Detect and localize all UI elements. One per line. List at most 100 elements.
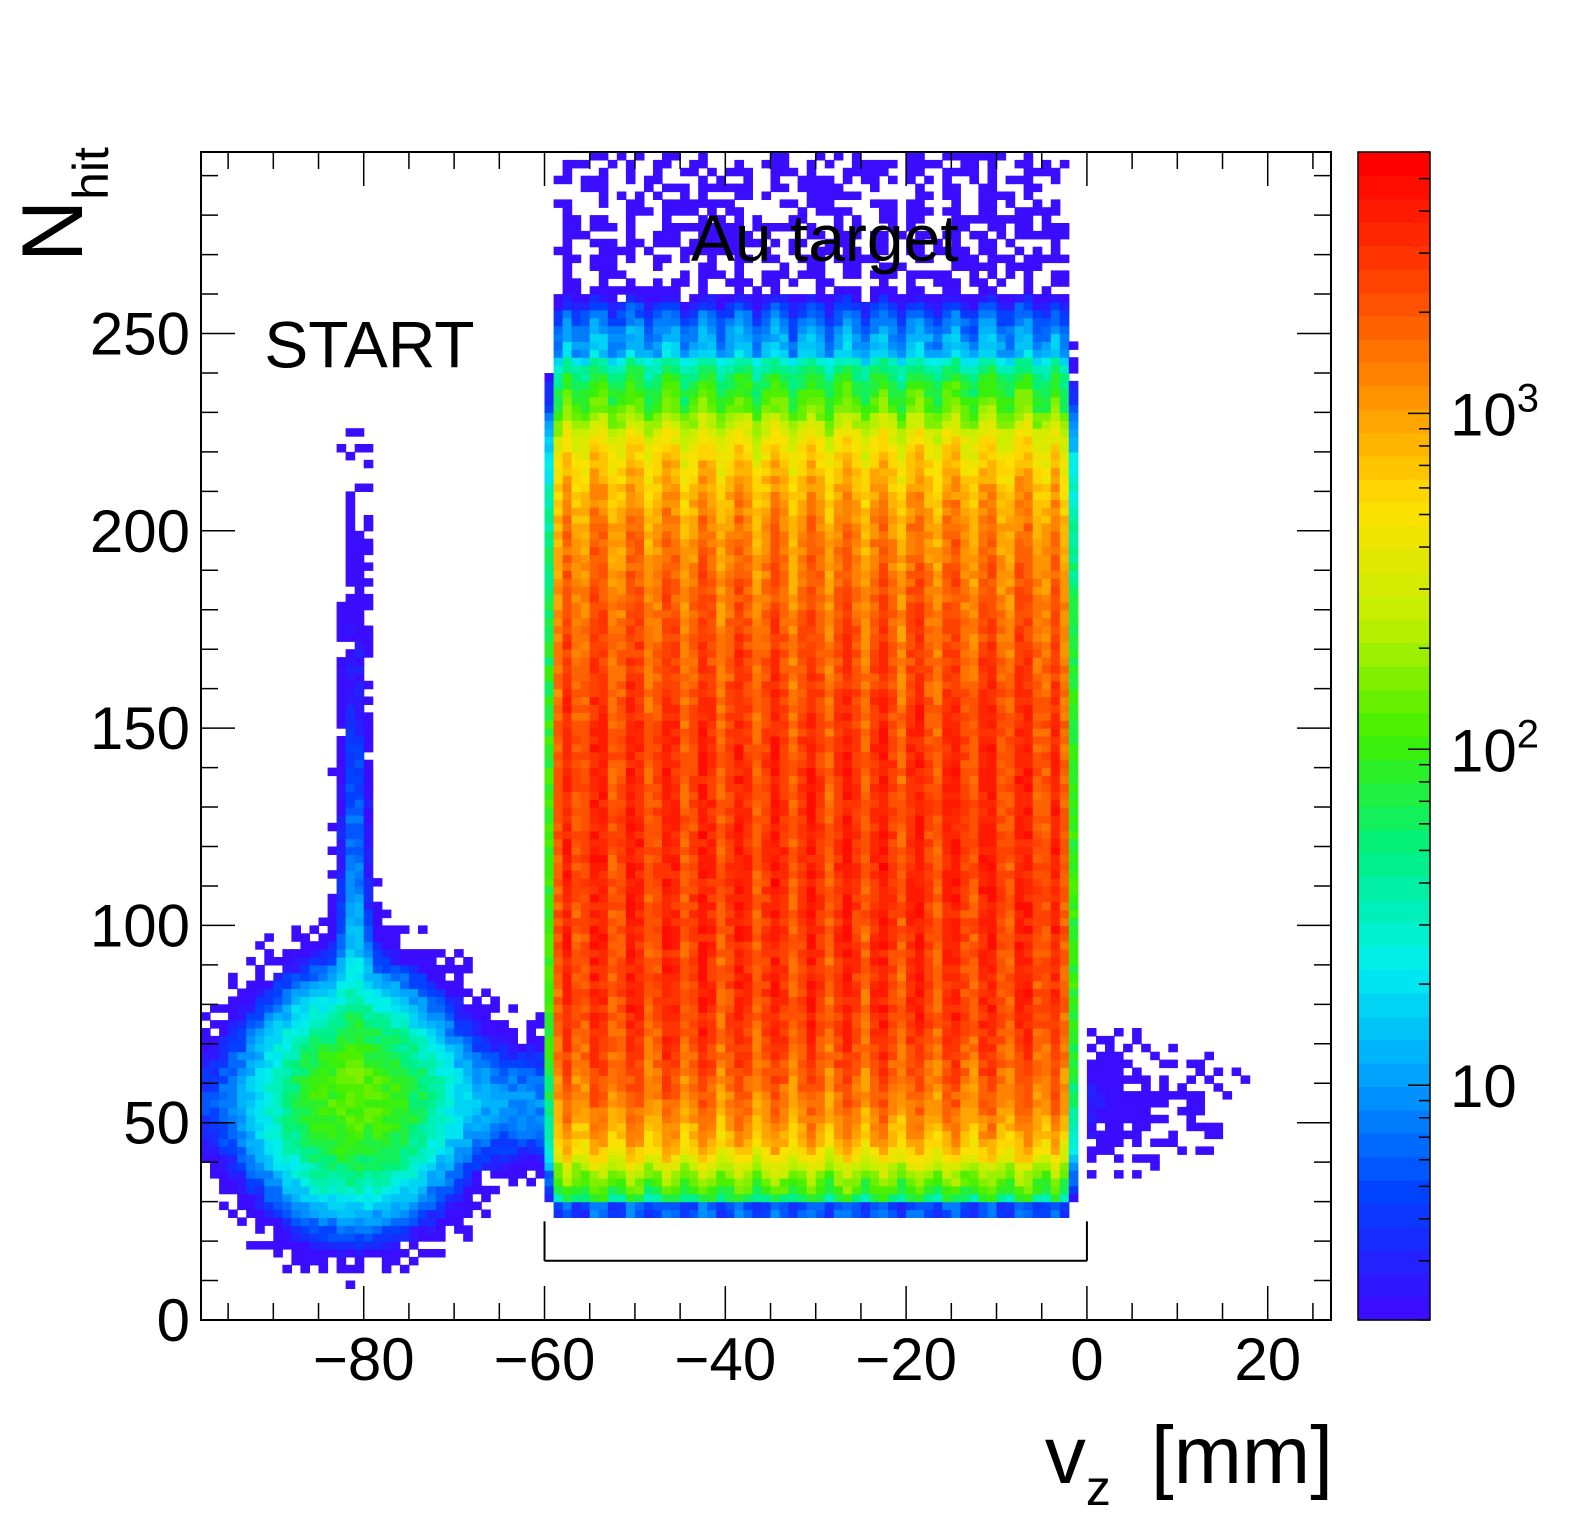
heatmap-cell	[381, 1170, 392, 1179]
heatmap-cell	[625, 1051, 636, 1061]
heatmap-cell	[589, 846, 600, 855]
heatmap-cell	[671, 767, 681, 777]
heatmap-cell	[264, 1209, 274, 1218]
heatmap-cell	[680, 925, 690, 934]
heatmap-cell	[571, 609, 582, 619]
heatmap-cell	[680, 641, 690, 650]
heatmap-cell	[616, 420, 627, 429]
heatmap-cell	[598, 420, 609, 429]
heatmap-cell	[318, 1154, 329, 1163]
heatmap-cell	[625, 341, 636, 350]
heatmap-cell	[707, 1146, 717, 1155]
heatmap-cell	[372, 1185, 383, 1195]
heatmap-cell	[698, 1138, 708, 1147]
heatmap-cell	[734, 1099, 744, 1108]
heatmap-cell	[589, 1020, 600, 1029]
heatmap-cell	[562, 483, 573, 492]
heatmap-cell	[336, 925, 347, 934]
heatmap-cell	[345, 775, 356, 784]
heatmap-cell	[752, 593, 762, 603]
heatmap-cell	[725, 1043, 735, 1053]
heatmap-cell	[327, 972, 338, 982]
heatmap-cell	[363, 736, 374, 745]
heatmap-cell	[354, 933, 365, 942]
heatmap-cell	[680, 909, 690, 919]
heatmap-cell	[372, 1217, 383, 1226]
heatmap-cell	[454, 1028, 464, 1037]
heatmap-cell	[246, 1067, 256, 1076]
heatmap-cell	[345, 893, 356, 903]
heatmap-cell	[589, 1091, 600, 1100]
heatmap-cell	[571, 925, 582, 934]
heatmap-cell	[336, 759, 347, 769]
heatmap-cell	[698, 1122, 708, 1132]
heatmap-cell	[445, 1028, 455, 1037]
heatmap-cell	[743, 767, 753, 777]
heatmap-cell	[580, 665, 591, 674]
heatmap-cell	[761, 1028, 772, 1037]
heatmap-cell	[300, 1020, 310, 1029]
heatmap-cell	[625, 1162, 636, 1171]
heatmap-cell	[318, 1067, 329, 1076]
heatmap-cell	[553, 199, 564, 208]
heatmap-cell	[634, 617, 645, 627]
heatmap-cell	[517, 1122, 527, 1132]
heatmap-cell	[788, 925, 799, 934]
heatmap-cell	[788, 333, 799, 342]
heatmap-cell	[634, 657, 645, 666]
heatmap-cell	[662, 1012, 672, 1021]
heatmap-cell	[634, 459, 645, 469]
heatmap-cell	[653, 909, 663, 919]
heatmap-cell	[734, 720, 744, 729]
heatmap-cell	[445, 1209, 455, 1218]
heatmap-cell	[481, 1035, 491, 1045]
heatmap-cell	[255, 996, 265, 1005]
heatmap-cell	[427, 1059, 437, 1069]
heatmap-cell	[625, 822, 636, 832]
heatmap-cell	[770, 838, 781, 848]
heatmap-cell	[653, 625, 663, 634]
heatmap-cell	[725, 783, 735, 792]
heatmap-cell	[363, 783, 374, 792]
heatmap-cell	[490, 1035, 500, 1045]
heatmap-cell	[716, 451, 726, 461]
heatmap-cell	[625, 609, 636, 619]
heatmap-cell	[743, 1122, 753, 1132]
heatmap-cell	[463, 1201, 473, 1211]
heatmap-cell	[797, 1146, 808, 1155]
heatmap-cell	[707, 996, 717, 1005]
heatmap-cell	[725, 625, 735, 634]
heatmap-cell	[345, 554, 356, 563]
heatmap-cell	[734, 609, 744, 619]
heatmap-cell	[490, 996, 500, 1005]
heatmap-cell	[616, 191, 627, 200]
heatmap-cell	[327, 957, 338, 966]
heatmap-cell	[788, 1114, 799, 1124]
heatmap-cell	[255, 1177, 265, 1187]
heatmap-cell	[544, 964, 555, 974]
heatmap-cell	[616, 1138, 627, 1147]
heatmap-cell	[336, 822, 347, 832]
heatmap-cell	[634, 988, 645, 997]
heatmap-cell	[770, 957, 781, 966]
heatmap-cell	[644, 799, 654, 808]
heatmap-cell	[553, 491, 564, 500]
heatmap-cell	[327, 1249, 338, 1258]
heatmap-cell	[698, 1170, 708, 1179]
heatmap-cell	[680, 893, 690, 903]
heatmap-cell	[761, 665, 772, 674]
heatmap-cell	[734, 1146, 744, 1155]
heatmap-cell	[716, 199, 726, 208]
heatmap-cell	[381, 1264, 392, 1274]
heatmap-cell	[562, 538, 573, 548]
heatmap-cell	[363, 1177, 374, 1187]
heatmap-cell	[553, 459, 564, 469]
heatmap-cell	[644, 294, 654, 303]
heatmap-cell	[698, 1130, 708, 1140]
heatmap-cell	[336, 601, 347, 611]
heatmap-cell	[698, 451, 708, 461]
heatmap-cell	[616, 1106, 627, 1116]
heatmap-cell	[499, 1154, 509, 1163]
heatmap-cell	[390, 1256, 401, 1266]
heatmap-cell	[653, 404, 663, 413]
